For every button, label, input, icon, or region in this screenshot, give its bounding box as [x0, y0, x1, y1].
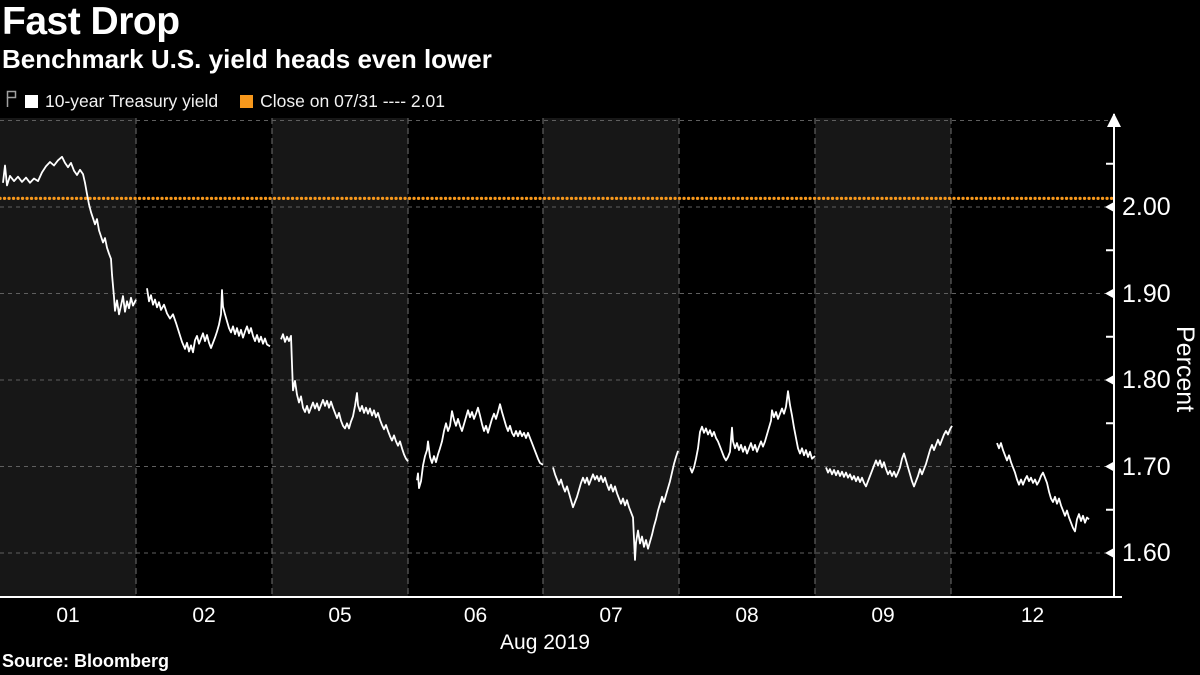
day-band — [679, 118, 815, 597]
series-line — [996, 442, 1090, 533]
day-band — [951, 118, 1114, 597]
y-major-tick — [1105, 202, 1114, 212]
page-title: Fast Drop — [2, 0, 180, 43]
y-tick-label: 2.00 — [1122, 193, 1171, 221]
y-axis-top-arrow — [1107, 113, 1121, 127]
x-tick-label: 08 — [735, 604, 759, 627]
series-marker-icon — [25, 95, 38, 108]
y-axis-title: Percent — [1171, 326, 1199, 413]
reference-marker-icon — [240, 95, 254, 108]
x-tick-label: 05 — [328, 604, 352, 627]
series-line — [552, 450, 679, 561]
series-line — [416, 403, 544, 490]
x-tick-label: 07 — [599, 604, 623, 627]
x-tick-label: 02 — [192, 604, 216, 627]
source-credit: Source: Bloomberg — [2, 651, 170, 671]
y-tick-label: 1.60 — [1122, 539, 1171, 567]
x-tick-label: 09 — [871, 604, 895, 627]
series-line — [689, 390, 816, 474]
chart-flag-icon — [5, 90, 18, 113]
x-tick-label: 12 — [1020, 604, 1045, 627]
legend-item-close-reference: Close on 07/31 ---- 2.01 — [240, 91, 445, 112]
x-axis-title: Aug 2019 — [500, 631, 590, 654]
day-band — [0, 118, 136, 597]
x-tick-label: 06 — [463, 604, 488, 627]
legend: 10-year Treasury yield Close on 07/31 --… — [5, 90, 467, 113]
page-subtitle: Benchmark U.S. yield heads even lower — [2, 44, 492, 74]
series-line — [146, 288, 271, 354]
day-band — [408, 118, 543, 597]
y-major-tick — [1105, 461, 1114, 472]
legend-label: Close on 07/31 ---- 2.01 — [260, 91, 445, 111]
y-major-tick — [1105, 375, 1114, 385]
legend-item-treasury-yield: 10-year Treasury yield — [25, 91, 218, 112]
day-band — [272, 118, 408, 597]
y-major-tick — [1105, 548, 1114, 558]
day-band — [136, 118, 272, 597]
day-band — [815, 118, 951, 597]
y-tick-label: 1.90 — [1122, 279, 1171, 308]
day-band — [543, 118, 679, 597]
series-line — [280, 333, 409, 462]
series-line — [825, 425, 953, 488]
y-major-tick — [1105, 288, 1114, 299]
legend-label: 10-year Treasury yield — [45, 91, 219, 111]
y-tick-label: 1.80 — [1122, 366, 1171, 394]
series-line — [2, 155, 137, 316]
x-tick-label: 01 — [56, 604, 80, 627]
y-tick-label: 1.70 — [1122, 452, 1171, 481]
